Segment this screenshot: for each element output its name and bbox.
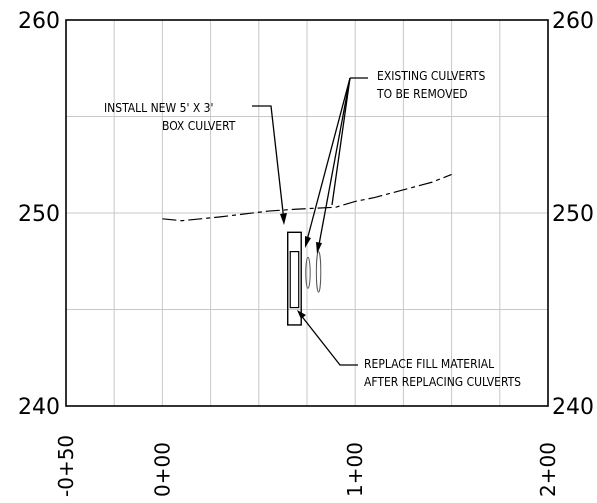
install-note-line2: BOX CULVERT: [162, 119, 236, 133]
existing-culvert: [305, 256, 311, 289]
existing-ground-line: [162, 173, 452, 222]
y-tick-label-left: 260: [18, 9, 60, 34]
ground-line: [162, 173, 452, 222]
install-leader: [252, 105, 285, 222]
culverts: [287, 231, 322, 326]
plot-frame: [65, 19, 549, 407]
replace-note-line2: AFTER REPLACING CULVERTS: [364, 375, 521, 389]
y-tick-labels: 260 250 240 260 250 240: [18, 9, 594, 420]
install-arrowhead: [280, 213, 287, 225]
existing-arrowhead-1: [305, 236, 311, 248]
replace-arrowhead: [297, 310, 306, 319]
existing-leader-3: [331, 77, 351, 206]
y-tick-label-right: 250: [552, 202, 594, 227]
replace-note-line1: REPLACE FILL MATERIAL: [364, 357, 494, 371]
y-tick-label-right: 240: [552, 395, 594, 420]
box-culvert-inner: [289, 251, 300, 309]
x-tick-label: 0+00: [150, 442, 174, 497]
x-tick-label: 1+00: [343, 442, 367, 497]
annotation-existing: EXISTING CULVERTS TO BE REMOVED: [376, 69, 485, 101]
x-tick-label: -0+50: [54, 435, 78, 497]
existing-leader-2: [317, 77, 351, 251]
annotation-replace: REPLACE FILL MATERIAL AFTER REPLACING CU…: [364, 357, 521, 389]
y-tick-label-left: 240: [18, 395, 60, 420]
existing-arrowhead-2: [316, 242, 322, 254]
existing-leader-1: [305, 77, 351, 245]
replace-leader: [299, 313, 358, 366]
leader-lines: [252, 77, 368, 366]
y-tick-label-left: 250: [18, 202, 60, 227]
grid-lines: [66, 20, 548, 406]
x-tick-label: 2+00: [536, 442, 560, 497]
y-tick-label-right: 260: [552, 9, 594, 34]
annotation-install: INSTALL NEW 5' X 3' BOX CULVERT: [104, 101, 236, 133]
existing-culvert: [315, 251, 322, 293]
box-culvert-outer: [287, 231, 302, 326]
existing-note-line1: EXISTING CULVERTS: [377, 69, 485, 83]
existing-note-line2: TO BE REMOVED: [376, 87, 468, 101]
install-note-line1: INSTALL NEW 5' X 3': [104, 101, 214, 115]
x-tick-labels: -0+50 0+00 1+00 2+00: [54, 435, 560, 497]
